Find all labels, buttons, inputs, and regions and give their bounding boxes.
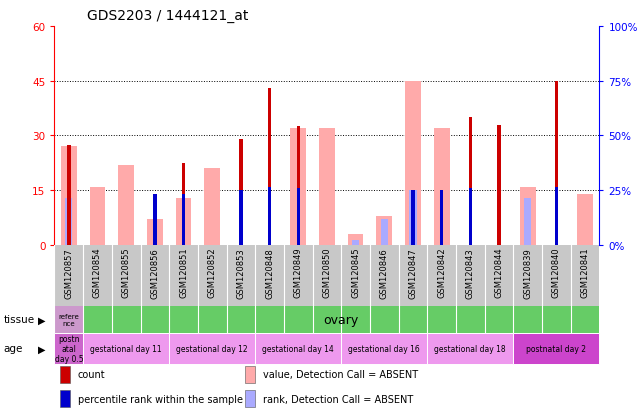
Bar [268, 89, 271, 245]
Bar [577, 195, 593, 245]
Text: gestational day 18: gestational day 18 [435, 344, 506, 353]
Bar [54, 333, 83, 364]
Text: GSM120849: GSM120849 [294, 247, 303, 298]
Bar [381, 220, 388, 245]
Bar [245, 366, 255, 383]
Bar [405, 81, 421, 245]
Bar [520, 187, 535, 245]
Text: tissue: tissue [3, 315, 35, 325]
Text: GSM120839: GSM120839 [523, 247, 532, 298]
Text: GSM120852: GSM120852 [208, 247, 217, 298]
Text: gestational day 11: gestational day 11 [90, 344, 162, 353]
Bar [428, 333, 513, 364]
Bar [255, 333, 341, 364]
Bar [239, 140, 242, 245]
Text: GSM120842: GSM120842 [437, 247, 446, 298]
Bar [54, 306, 83, 333]
Bar [245, 390, 255, 407]
Bar [376, 216, 392, 245]
Text: GSM120841: GSM120841 [581, 247, 590, 298]
Bar [469, 118, 472, 245]
Bar [352, 240, 359, 245]
Text: ▶: ▶ [38, 344, 46, 354]
Bar [410, 191, 417, 245]
Bar [434, 129, 449, 245]
Text: GSM120847: GSM120847 [408, 247, 417, 298]
Text: GSM120848: GSM120848 [265, 247, 274, 298]
Text: value, Detection Call = ABSENT: value, Detection Call = ABSENT [263, 369, 419, 380]
Text: percentile rank within the sample: percentile rank within the sample [78, 394, 243, 404]
Text: gestational day 12: gestational day 12 [176, 344, 248, 353]
Bar [61, 147, 77, 245]
Text: GSM120845: GSM120845 [351, 247, 360, 298]
Bar [297, 127, 300, 245]
Bar [412, 191, 415, 245]
Bar [347, 235, 363, 245]
Text: age: age [3, 344, 22, 354]
Bar [90, 187, 105, 245]
Text: GSM120843: GSM120843 [466, 247, 475, 298]
Text: ovary: ovary [324, 313, 359, 326]
Bar [469, 189, 472, 245]
Bar [67, 145, 71, 245]
Text: refere
nce: refere nce [58, 313, 79, 326]
Bar [290, 129, 306, 245]
Text: GSM120854: GSM120854 [93, 247, 102, 298]
Bar [497, 125, 501, 245]
Bar [204, 169, 220, 245]
Bar [182, 195, 185, 245]
Bar [440, 191, 444, 245]
Bar [153, 195, 156, 245]
Text: GSM120846: GSM120846 [379, 247, 388, 298]
Bar [60, 366, 70, 383]
Bar [554, 81, 558, 245]
Bar [524, 198, 531, 245]
Bar [176, 198, 192, 245]
Text: GSM120840: GSM120840 [552, 247, 561, 298]
Text: gestational day 14: gestational day 14 [262, 344, 334, 353]
Text: count: count [78, 369, 106, 380]
Bar [182, 164, 185, 245]
Text: GSM120855: GSM120855 [122, 247, 131, 298]
Text: GSM120853: GSM120853 [237, 247, 246, 298]
Text: rank, Detection Call = ABSENT: rank, Detection Call = ABSENT [263, 394, 413, 404]
Text: GDS2203 / 1444121_at: GDS2203 / 1444121_at [87, 9, 248, 23]
Bar [513, 333, 599, 364]
Bar [297, 189, 300, 245]
Text: GSM120850: GSM120850 [322, 247, 331, 298]
Bar [319, 129, 335, 245]
Bar [239, 191, 242, 245]
Text: gestational day 16: gestational day 16 [349, 344, 420, 353]
Text: GSM120856: GSM120856 [151, 247, 160, 298]
Bar [65, 198, 72, 245]
Text: ▶: ▶ [38, 315, 46, 325]
Bar [60, 390, 70, 407]
Bar [147, 220, 163, 245]
Bar [119, 165, 134, 245]
Bar [268, 187, 271, 245]
Text: GSM120857: GSM120857 [64, 247, 73, 298]
Text: GSM120851: GSM120851 [179, 247, 188, 298]
Bar [341, 333, 428, 364]
Bar [83, 333, 169, 364]
Text: postnatal day 2: postnatal day 2 [526, 344, 587, 353]
Text: postn
atal
day 0.5: postn atal day 0.5 [54, 334, 83, 363]
Bar [554, 187, 558, 245]
Bar [169, 333, 255, 364]
Text: GSM120844: GSM120844 [494, 247, 503, 298]
